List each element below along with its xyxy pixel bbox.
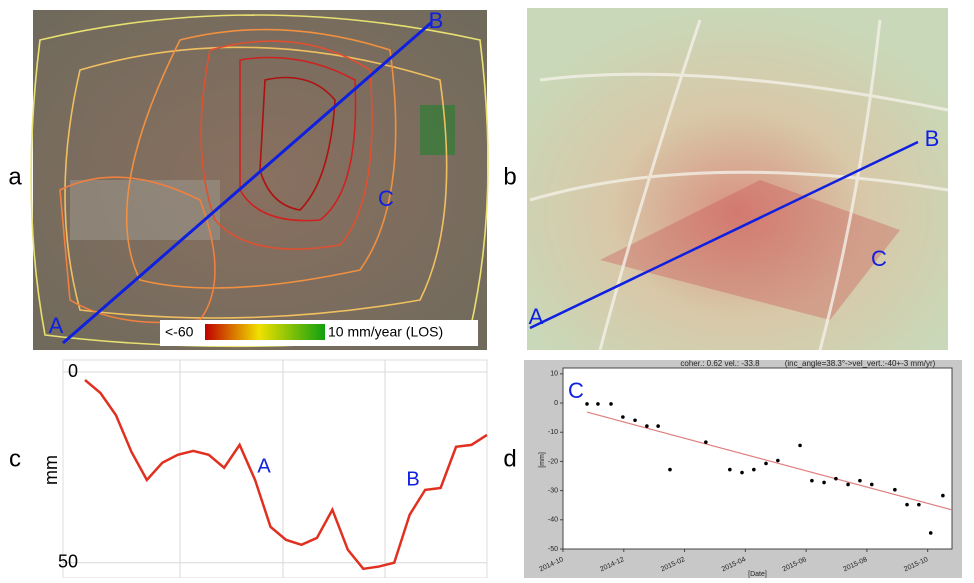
y-tick-label: -20 xyxy=(548,458,558,465)
point xyxy=(798,444,802,448)
annotation: A xyxy=(257,455,271,477)
point xyxy=(941,494,945,498)
point xyxy=(621,415,625,419)
y-axis-label: mm xyxy=(41,455,61,485)
point-label: C xyxy=(871,246,887,271)
panel-label: d xyxy=(503,445,516,472)
panel-d-plot xyxy=(563,368,952,549)
colorbar-min: <-60 xyxy=(165,324,194,340)
point-label: B xyxy=(925,126,940,151)
point xyxy=(752,468,756,472)
map-a xyxy=(31,10,488,350)
annotation: C xyxy=(568,378,584,403)
y-tick-label: -50 xyxy=(548,546,558,553)
point xyxy=(609,402,613,406)
point xyxy=(893,488,897,492)
y-tick-label: 0 xyxy=(554,400,558,407)
annotation: B xyxy=(406,468,419,490)
point xyxy=(728,468,732,472)
point xyxy=(596,402,600,406)
point xyxy=(822,481,826,485)
point xyxy=(633,418,637,422)
y-tick-label: -30 xyxy=(548,487,558,494)
point xyxy=(810,479,814,483)
panel-label: c xyxy=(9,445,21,472)
figure: a b c d A B C <-60 10 mm/year (LOS) A B C 0 50 mm A B 10 0… xyxy=(0,0,974,578)
point xyxy=(870,483,874,487)
point xyxy=(740,471,744,475)
point-label: A xyxy=(529,304,544,329)
panel-label: a xyxy=(8,163,22,190)
chart-subtitle: (inc_angle=38.3°->vel_vert.:-40+-3 mm/yr… xyxy=(785,359,936,368)
point-label: C xyxy=(378,186,394,211)
y-tick-label: 0 xyxy=(68,361,78,381)
point xyxy=(764,462,768,466)
point xyxy=(704,440,708,444)
map-b xyxy=(527,8,948,350)
y-tick-label: -40 xyxy=(548,517,558,524)
point xyxy=(858,479,862,483)
point xyxy=(917,503,921,507)
point xyxy=(834,477,838,481)
panel-label: b xyxy=(503,163,516,190)
point xyxy=(846,483,850,487)
point-label: B xyxy=(429,8,444,33)
point xyxy=(905,503,909,507)
panel-c-frame xyxy=(63,360,487,578)
chart-title: coher.: 0.62 vel.: -33.8 xyxy=(680,359,760,368)
y-tick-label: 10 xyxy=(550,371,558,378)
point xyxy=(656,424,660,428)
point xyxy=(776,459,780,463)
point xyxy=(929,531,933,535)
y-tick-label: -10 xyxy=(548,429,558,436)
point xyxy=(668,468,672,472)
point-label: A xyxy=(49,313,64,338)
y-tick-label: 50 xyxy=(58,551,78,571)
point xyxy=(645,424,649,428)
y-axis-label: [mm] xyxy=(539,452,546,468)
colorbar-max: 10 mm/year (LOS) xyxy=(328,324,443,340)
point xyxy=(585,402,589,406)
x-axis-label: [Date] xyxy=(748,571,767,578)
